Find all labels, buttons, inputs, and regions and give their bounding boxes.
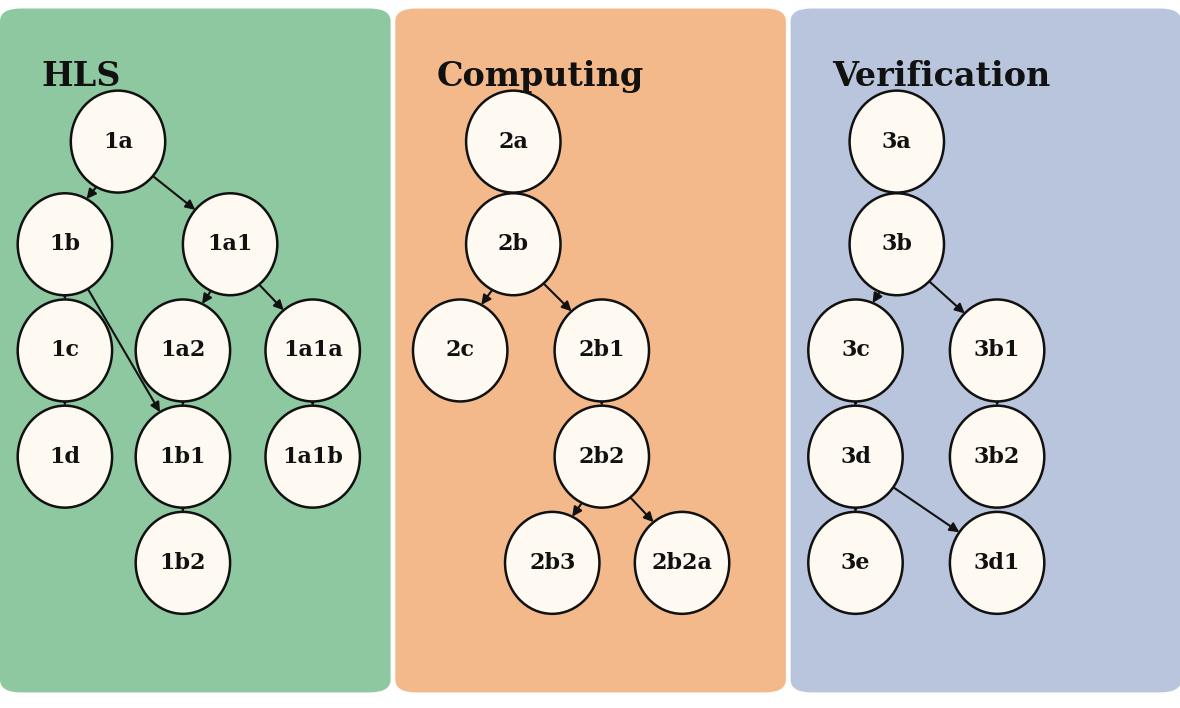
Ellipse shape — [18, 406, 112, 508]
Ellipse shape — [266, 406, 360, 508]
Ellipse shape — [266, 299, 360, 401]
Text: 2b2: 2b2 — [578, 445, 625, 468]
Text: 1b2: 1b2 — [159, 552, 206, 574]
Text: 1a: 1a — [103, 130, 133, 153]
Text: 1d: 1d — [50, 445, 80, 468]
Text: 1a1b: 1a1b — [282, 445, 343, 468]
Ellipse shape — [555, 299, 649, 401]
Ellipse shape — [136, 299, 230, 401]
Ellipse shape — [466, 193, 560, 295]
Text: 2b: 2b — [498, 233, 529, 256]
Ellipse shape — [850, 91, 944, 193]
Text: 1b: 1b — [50, 233, 80, 256]
Text: 1a2: 1a2 — [160, 339, 205, 362]
Text: 2b2a: 2b2a — [651, 552, 713, 574]
Ellipse shape — [850, 193, 944, 295]
Text: Computing: Computing — [437, 60, 644, 93]
Text: HLS: HLS — [41, 60, 120, 93]
FancyBboxPatch shape — [791, 8, 1180, 692]
Ellipse shape — [950, 299, 1044, 401]
Ellipse shape — [808, 406, 903, 508]
Text: 2b3: 2b3 — [529, 552, 576, 574]
Ellipse shape — [950, 512, 1044, 614]
Text: 1b1: 1b1 — [159, 445, 206, 468]
Text: 2b1: 2b1 — [578, 339, 625, 362]
Ellipse shape — [505, 512, 599, 614]
Text: 3a: 3a — [881, 130, 912, 153]
Text: Verification: Verification — [832, 60, 1050, 93]
Ellipse shape — [136, 406, 230, 508]
Text: 1a1a: 1a1a — [283, 339, 342, 362]
Ellipse shape — [808, 299, 903, 401]
Ellipse shape — [18, 299, 112, 401]
FancyBboxPatch shape — [395, 8, 786, 692]
Text: 2c: 2c — [446, 339, 474, 362]
Text: 3d1: 3d1 — [974, 552, 1021, 574]
FancyBboxPatch shape — [0, 8, 391, 692]
Text: 3b: 3b — [881, 233, 912, 256]
Ellipse shape — [635, 512, 729, 614]
Ellipse shape — [136, 512, 230, 614]
Text: 1a1: 1a1 — [208, 233, 253, 256]
Text: 3b1: 3b1 — [974, 339, 1021, 362]
Ellipse shape — [71, 91, 165, 193]
Ellipse shape — [950, 406, 1044, 508]
Text: 2a: 2a — [498, 130, 529, 153]
Text: 3d: 3d — [840, 445, 871, 468]
Ellipse shape — [555, 406, 649, 508]
Ellipse shape — [808, 512, 903, 614]
Text: 1c: 1c — [51, 339, 79, 362]
Ellipse shape — [466, 91, 560, 193]
Ellipse shape — [183, 193, 277, 295]
Ellipse shape — [413, 299, 507, 401]
Text: 3c: 3c — [841, 339, 870, 362]
Text: 3e: 3e — [840, 552, 870, 574]
Text: 3b2: 3b2 — [974, 445, 1021, 468]
Ellipse shape — [18, 193, 112, 295]
